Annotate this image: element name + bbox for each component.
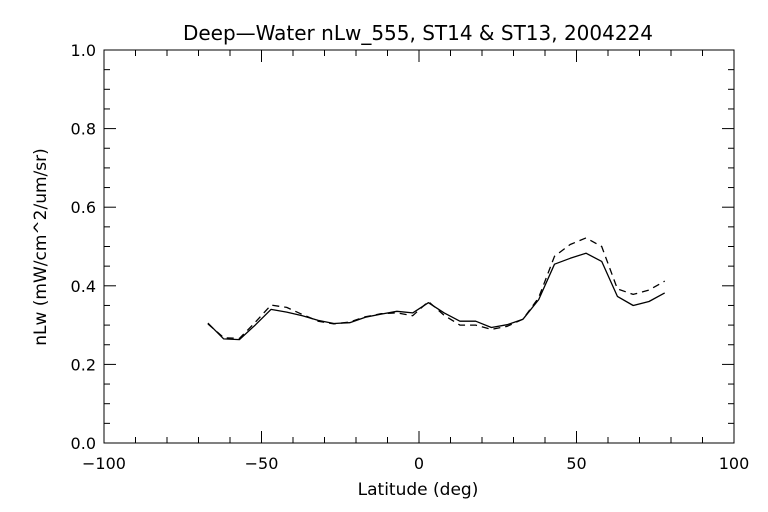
x-tick-label: −100 xyxy=(82,454,126,473)
chart-title: Deep—Water nLw_555, ST14 & ST13, 2004224 xyxy=(183,21,653,45)
y-tick-label: 0.6 xyxy=(71,198,96,217)
x-tick-label: 50 xyxy=(566,454,586,473)
y-tick-label: 1.0 xyxy=(71,41,96,60)
y-tick-labels: 0.0 0.2 0.4 0.6 0.8 1.0 xyxy=(71,41,96,453)
x-tick-label: −50 xyxy=(245,454,279,473)
plot-frame xyxy=(103,49,735,444)
series-lines xyxy=(207,237,666,341)
series-line-dashed xyxy=(207,237,666,340)
series-line-solid xyxy=(207,252,666,341)
y-tick-label: 0.2 xyxy=(71,355,96,374)
y-tick-label: 0.4 xyxy=(71,277,96,296)
x-axis-label: Latitude (deg) xyxy=(358,480,479,500)
x-tick-label: 100 xyxy=(719,454,750,473)
y-tick-label: 0.0 xyxy=(71,434,96,453)
x-tick-label: 0 xyxy=(414,454,424,473)
y-tick-label: 0.8 xyxy=(71,120,96,139)
tick-marks xyxy=(103,49,735,444)
x-tick-labels: −100 −50 0 50 100 xyxy=(82,454,749,473)
y-axis-label: nLw (mW/cm^2/um/sr) xyxy=(31,148,51,346)
